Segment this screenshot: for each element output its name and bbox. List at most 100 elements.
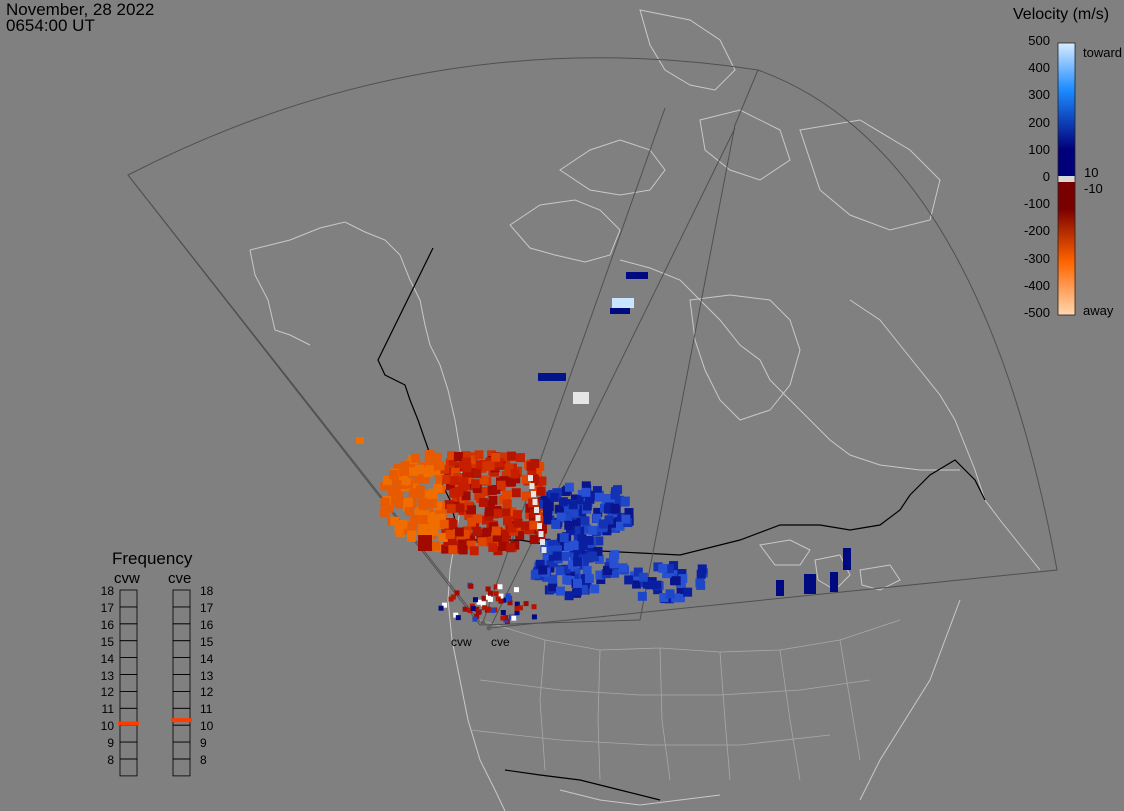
velocity-cell-zero — [532, 499, 538, 505]
velocity-cell-toward — [558, 497, 568, 507]
velocity-cell-away — [380, 497, 390, 507]
frequency-cell-cve — [172, 623, 191, 642]
velocity-cell-near — [493, 584, 499, 590]
velocity-cell-away — [499, 476, 509, 486]
velocity-cell-away — [466, 540, 476, 550]
velocity-cell-away — [531, 485, 541, 495]
velocity-cell-toward — [581, 487, 591, 497]
date-label: November, 28 2022 — [6, 0, 155, 19]
colorbar-label-toward: toward — [1083, 45, 1123, 60]
velocity-cell-away — [502, 490, 512, 500]
velocity-cell-away — [466, 455, 476, 465]
velocity-cell-zero — [537, 523, 542, 529]
velocity-cell-toward — [683, 587, 693, 597]
frequency-level-label: 16 — [100, 617, 114, 632]
velocity-cell-toward — [611, 487, 621, 497]
frequency-cell-cve — [172, 606, 191, 625]
velocity-cell-away — [448, 545, 458, 555]
velocity-cell-away — [525, 525, 535, 535]
velocity-cell-toward — [610, 568, 620, 578]
velocity-cell-away — [388, 485, 398, 495]
velocity-cell-away — [426, 520, 436, 530]
velocity-cell-away — [531, 480, 541, 490]
velocity-cell-toward — [615, 514, 625, 524]
velocity-cell-away — [443, 537, 453, 547]
velocity-cell-toward — [615, 521, 625, 531]
velocity-cell-away — [530, 458, 540, 468]
velocity-cell-zero — [529, 483, 535, 489]
velocity-cell-toward — [564, 520, 574, 530]
velocity-cell-away — [454, 486, 464, 496]
velocity-cell-toward — [580, 516, 590, 526]
time-label: 0654:00 UT — [6, 16, 95, 35]
frequency-cell-cve — [172, 589, 191, 608]
frequency-level-label: 16 — [200, 617, 214, 632]
velocity-cell-toward — [599, 519, 609, 529]
velocity-cell-near — [513, 587, 519, 593]
velocity-cell-toward — [565, 525, 575, 535]
velocity-cell-toward — [573, 557, 583, 567]
velocity-cell-toward — [588, 525, 598, 535]
velocity-cell-toward — [595, 570, 605, 580]
velocity-cell-away — [501, 470, 511, 480]
velocity-cell-away — [461, 451, 471, 461]
velocity-cell-toward — [610, 503, 620, 513]
velocity-cell-away — [488, 495, 498, 505]
frequency-level-label: 11 — [101, 702, 114, 717]
frequency-cell-cvw — [119, 589, 138, 608]
velocity-cell-away — [493, 508, 503, 518]
velocity-cell-toward — [577, 495, 587, 505]
state-boundaries — [469, 619, 901, 781]
velocity-cell-near — [503, 615, 509, 621]
velocity-cell-toward — [624, 508, 634, 518]
velocity-cell-toward — [584, 535, 594, 545]
velocity-cell-toward — [603, 504, 613, 514]
velocity-cell-toward — [570, 494, 580, 504]
colorbar-toward-segment — [1058, 43, 1075, 176]
velocity-cell-toward — [538, 565, 548, 575]
velocity-cell-away — [407, 532, 417, 542]
velocity-cell-toward — [541, 540, 551, 550]
velocity-cell-toward — [696, 569, 706, 579]
velocity-cell-away — [380, 508, 390, 518]
frequency-cell-cvw — [119, 758, 138, 777]
velocity-cell-away — [521, 491, 531, 501]
velocity-cell-near — [517, 605, 523, 611]
velocity-cell-toward — [571, 526, 581, 536]
velocity-cell-away — [506, 543, 516, 553]
velocity-cell-away — [529, 474, 539, 484]
velocity-cell-toward — [531, 569, 541, 579]
velocity-cell-toward — [585, 553, 595, 563]
frequency-level-label: 18 — [200, 584, 214, 598]
velocity-cell-away — [413, 474, 423, 484]
velocity-cell-away — [512, 510, 522, 520]
frequency-level-label: 9 — [107, 736, 114, 751]
velocity-cell-away — [408, 462, 418, 472]
velocity-cell-away — [431, 541, 441, 551]
velocity-cell-near — [472, 597, 478, 603]
velocity-cell-toward — [561, 564, 571, 574]
velocity-cell-away — [398, 496, 408, 506]
velocity-cell-toward — [601, 494, 611, 504]
velocity-cell-away — [532, 468, 542, 478]
velocity-cell-toward — [638, 572, 648, 582]
velocity-cell-away — [450, 467, 460, 477]
velocity-cell-away — [454, 527, 464, 537]
velocity-cell-away — [439, 519, 449, 529]
velocity-cell-away — [472, 514, 482, 524]
velocity-cell-near — [480, 601, 486, 607]
velocity-cell-away — [493, 546, 503, 556]
velocity-cell-away — [428, 493, 438, 503]
velocity-cell-toward — [580, 579, 590, 589]
velocity-cell-away — [407, 527, 417, 537]
velocity-cell-away — [401, 475, 411, 485]
velocity-cell-toward — [552, 551, 562, 561]
velocity-cell-away — [419, 514, 429, 524]
velocity-cell-zero — [531, 491, 536, 497]
colorbar-label-minus10: -10 — [1084, 181, 1103, 196]
colorbar-away-segment — [1058, 182, 1075, 315]
velocity-cell-away — [432, 452, 442, 462]
velocity-cell-away — [494, 458, 504, 468]
colorbar-frame — [1057, 42, 1076, 316]
